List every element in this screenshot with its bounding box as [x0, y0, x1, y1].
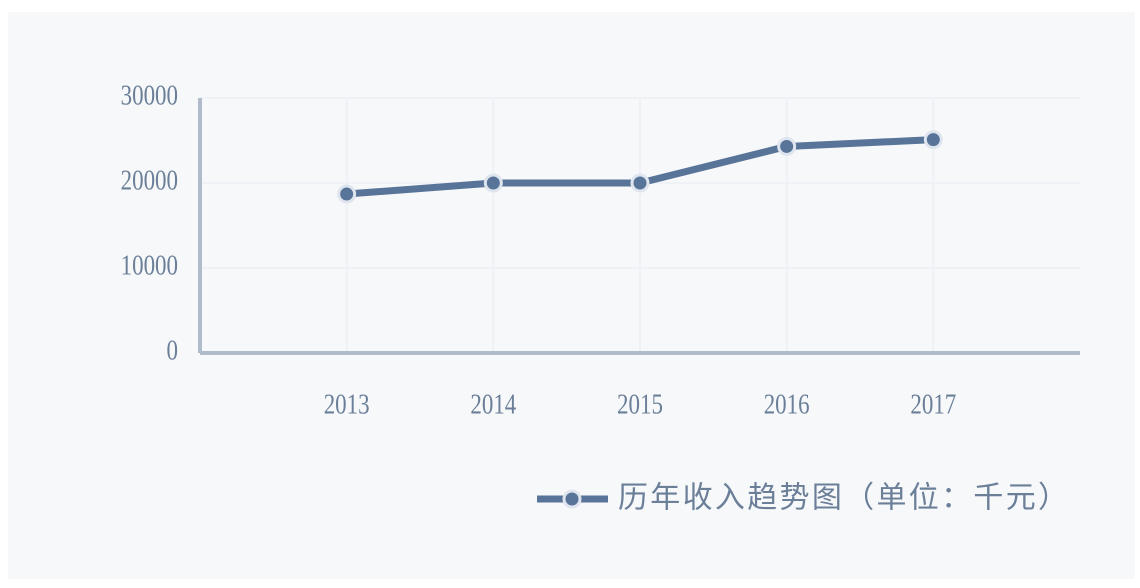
data-point [483, 173, 503, 193]
data-point [630, 173, 650, 193]
data-point [777, 136, 797, 156]
chart-background [8, 12, 1135, 579]
legend-marker [562, 489, 582, 509]
x-tick-label: 2016 [764, 388, 810, 420]
x-tick-label: 2015 [617, 388, 663, 420]
data-point [923, 130, 943, 150]
y-tick-label: 30000 [121, 79, 178, 111]
y-tick-label: 20000 [121, 164, 178, 196]
y-tick-label: 0 [167, 334, 178, 366]
x-tick-label: 2017 [910, 388, 956, 420]
x-tick-label: 2014 [470, 388, 516, 420]
y-tick-label: 10000 [121, 249, 178, 281]
data-point [337, 184, 357, 204]
x-tick-label: 2013 [324, 388, 370, 420]
